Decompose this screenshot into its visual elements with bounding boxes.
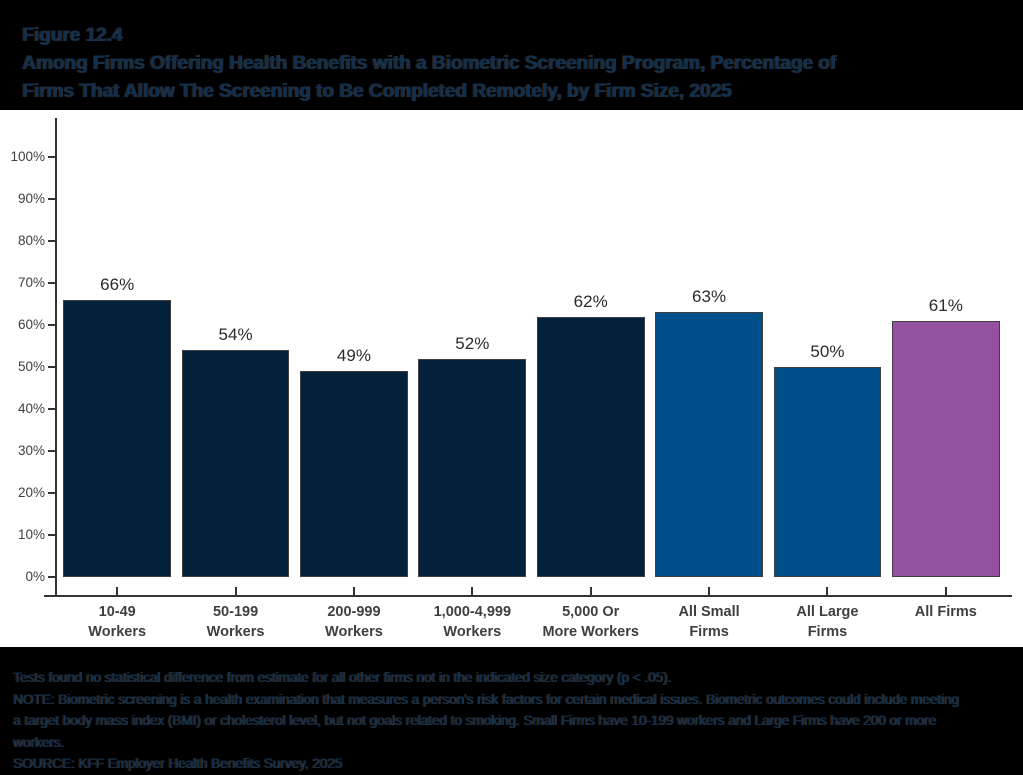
bar-column: 62% [532,110,650,577]
bar-plot-area: 66% 54% 49% 52% 62% 63% 50% 61% [58,110,1005,577]
bar-column: 66% [58,110,176,577]
y-tick-mark [48,240,55,242]
y-tick-label: 0% [25,569,45,584]
y-axis-line [55,118,57,595]
x-tick-mark [589,587,592,595]
x-tick-mark [234,587,237,595]
x-tick-mark [708,587,711,595]
x-axis-category-label: 200-999 Workers [325,604,383,640]
x-axis-category-label: 10-49 Workers [88,604,147,640]
footnote-band: Tests found no statistical difference fr… [0,647,1023,771]
y-tick-label: 10% [17,527,45,542]
x-axis-category-label: All Large Firms [796,604,859,640]
figure-title-line-2: Firms That Allow The Screening to Be Com… [22,81,732,102]
y-tick-label: 90% [17,191,45,206]
bar [536,316,645,577]
bar-column: 52% [413,110,531,577]
figure-title-line-1: Among Firms Offering Health Benefits wit… [22,53,836,74]
bar [300,371,408,577]
y-tick-label: 60% [17,317,45,332]
y-tick-mark [48,450,55,452]
y-tick-mark [48,324,55,326]
x-axis-category-label: 5,000 Or More Workers [542,604,639,640]
bar-column: 63% [650,110,768,577]
bar-value-label: 49% [336,346,371,366]
y-tick-label: 30% [17,443,45,458]
x-axis-category-label: 1,000-4,999 Workers [433,604,512,640]
bar [655,312,763,577]
figure-number: Figure 12.4 [22,25,123,46]
y-tick-mark [48,534,55,536]
y-tick-label: 100% [10,149,45,164]
y-tick-mark [48,198,55,200]
bar-value-label: 50% [810,342,845,361]
y-tick-mark [48,408,55,410]
bar-value-label: 52% [455,333,490,353]
figure-title-band: Figure 12.4 Among Firms Offering Health … [0,0,1023,110]
bar [63,299,172,577]
bar-column: 54% [176,110,294,577]
bar-column: 49% [295,110,413,577]
bar [773,367,882,577]
bar-value-label: 61% [928,295,963,315]
x-axis-category-label: 50-199 Workers [206,604,265,640]
x-tick-mark [826,587,829,595]
source-text: SOURCE: KFF Employer Health Benefits Sur… [13,756,343,771]
bar-value-label: 66% [100,274,135,294]
bar [418,358,527,577]
y-tick-label: 50% [17,359,45,374]
bar-value-label: 63% [692,287,727,307]
x-tick-mark [944,587,947,595]
y-tick-label: 80% [17,233,45,248]
x-axis-category-label: All Small Firms [678,604,740,640]
x-axis-line [44,595,1012,597]
x-tick-mark [116,587,119,595]
bar-column: 50% [768,110,886,577]
x-axis-category-labels: 10-49 Workers 50-199 Workers 200-999 Workers 1… [58,602,1005,642]
note-text: NOTE: Biometric screening is a health ex… [13,691,959,750]
y-tick-mark [48,492,55,494]
x-tick-mark [352,587,355,595]
stat-note-text: Tests found no statistical difference fr… [13,670,672,685]
bar-value-label: 54% [218,325,253,345]
y-tick-label: 20% [17,485,45,500]
y-tick-mark [48,156,55,158]
y-tick-mark [48,576,55,578]
x-tick-mark [471,587,474,595]
y-tick-mark [48,366,55,368]
bar [181,350,290,577]
y-tick-label: 40% [17,401,45,416]
bar-value-label: 62% [573,291,608,311]
y-tick-mark [48,282,55,284]
chart-panel: 0% 10% 20% 30% 40% 50% 60% 70% 80% 90% 100% 66% 54%… [0,110,1023,647]
x-axis-category-label: All Firms [914,604,977,620]
bar [891,320,1000,577]
y-tick-label: 70% [17,275,45,290]
bar-column: 61% [887,110,1005,577]
